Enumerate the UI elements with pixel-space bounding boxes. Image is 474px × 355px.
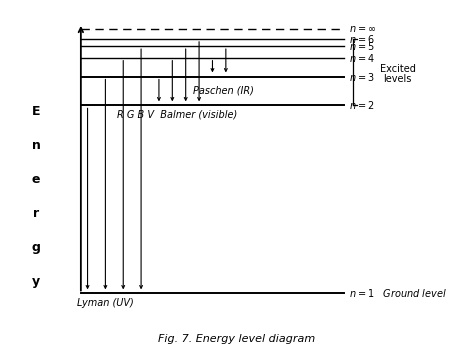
- Text: $n=3$: $n=3$: [348, 71, 374, 82]
- Text: $n=\infty$: $n=\infty$: [348, 24, 376, 34]
- Text: $n=1$   Ground level: $n=1$ Ground level: [348, 288, 447, 300]
- Text: y: y: [32, 275, 40, 288]
- Text: $n=2$: $n=2$: [348, 99, 374, 111]
- Text: E: E: [32, 105, 40, 118]
- Text: Excited: Excited: [380, 64, 416, 74]
- Text: $n=6$: $n=6$: [348, 33, 374, 45]
- Text: Fig. 7. Energy level diagram: Fig. 7. Energy level diagram: [158, 334, 316, 344]
- Text: $n=4$: $n=4$: [348, 52, 374, 64]
- Text: r: r: [33, 207, 39, 220]
- Text: Lyman (UV): Lyman (UV): [77, 297, 134, 308]
- Text: n: n: [32, 139, 41, 152]
- Text: $n=5$: $n=5$: [348, 40, 374, 52]
- Text: e: e: [32, 173, 40, 186]
- Text: Paschen (IR): Paschen (IR): [193, 86, 254, 96]
- Text: R G B V  Balmer (visible): R G B V Balmer (visible): [117, 110, 237, 120]
- Text: g: g: [32, 241, 41, 254]
- Text: levels: levels: [383, 75, 412, 84]
